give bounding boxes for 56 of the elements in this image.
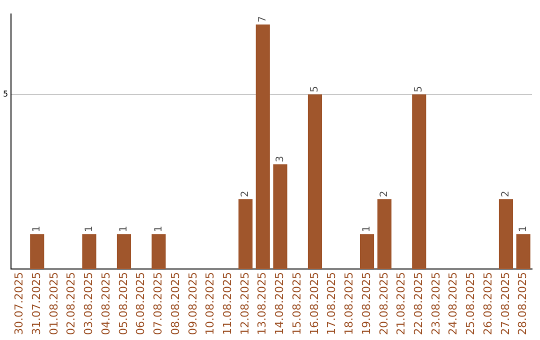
x-tick-label: 05.08.2025 — [116, 272, 130, 336]
x-tick-label: 01.08.2025 — [47, 272, 60, 336]
x-tick-label: 06.08.2025 — [134, 272, 148, 336]
x-tick-label: 13.08.2025 — [256, 272, 269, 336]
bar — [238, 199, 253, 270]
data-label: 1 — [518, 226, 529, 232]
x-tick-label: 17.08.2025 — [325, 272, 338, 336]
bar — [30, 234, 44, 270]
data-label: 7 — [257, 16, 268, 22]
x-tick-label: 07.08.2025 — [152, 272, 165, 336]
bar — [377, 199, 392, 270]
x-tick-label: 16.08.2025 — [308, 272, 321, 336]
data-label: 2 — [240, 190, 252, 198]
bar — [412, 94, 426, 270]
data-label: 5 — [310, 86, 321, 92]
data-label: 1 — [118, 226, 130, 232]
data-label: 1 — [32, 226, 43, 232]
x-tick-label: 12.08.2025 — [238, 272, 252, 336]
x-tick-label: 09.08.2025 — [186, 272, 200, 336]
bar — [116, 234, 131, 270]
x-tick-label: 21.08.2025 — [394, 272, 408, 336]
x-tick-label: 15.08.2025 — [290, 272, 304, 336]
x-tick-label: 14.08.2025 — [273, 272, 286, 336]
x-tick-label: 27.08.2025 — [498, 272, 512, 336]
bar — [360, 234, 374, 270]
x-tick-label: 23.08.2025 — [429, 272, 442, 336]
bar — [152, 234, 166, 270]
x-tick-label: 22.08.2025 — [412, 272, 425, 336]
x-tick-label: 02.08.2025 — [64, 272, 78, 336]
x-tick-label: 03.08.2025 — [82, 272, 96, 336]
x-tick-label: 08.08.2025 — [168, 272, 182, 336]
x-tick-label: 20.08.2025 — [377, 272, 390, 336]
bar — [82, 234, 96, 270]
x-tick-label: 18.08.2025 — [342, 272, 356, 336]
data-label: 1 — [362, 226, 373, 232]
bar — [498, 199, 513, 270]
x-tick-label: 11.08.2025 — [220, 272, 234, 336]
x-tick-label: 24.08.2025 — [446, 272, 460, 336]
x-tick-label: 10.08.2025 — [204, 272, 217, 336]
x-tick-label: 04.08.2025 — [99, 272, 112, 336]
x-tick-label: 31.07.2025 — [30, 272, 43, 336]
data-label: 5 — [414, 86, 425, 92]
data-label: 2 — [379, 190, 390, 198]
data-label: 1 — [84, 226, 95, 232]
bar — [256, 24, 270, 270]
data-label: 2 — [500, 190, 512, 198]
x-tick-label: 19.08.2025 — [360, 272, 373, 336]
data-label: 1 — [153, 226, 164, 232]
data-label: 3 — [274, 156, 286, 162]
bar — [516, 234, 530, 270]
bar — [273, 164, 288, 270]
x-tick-label: 25.08.2025 — [464, 272, 478, 336]
x-tick-label: 30.07.2025 — [12, 272, 26, 336]
bar — [308, 94, 322, 270]
x-tick-label: 28.08.2025 — [516, 272, 530, 336]
x-tick-label: 26.08.2025 — [481, 272, 494, 336]
